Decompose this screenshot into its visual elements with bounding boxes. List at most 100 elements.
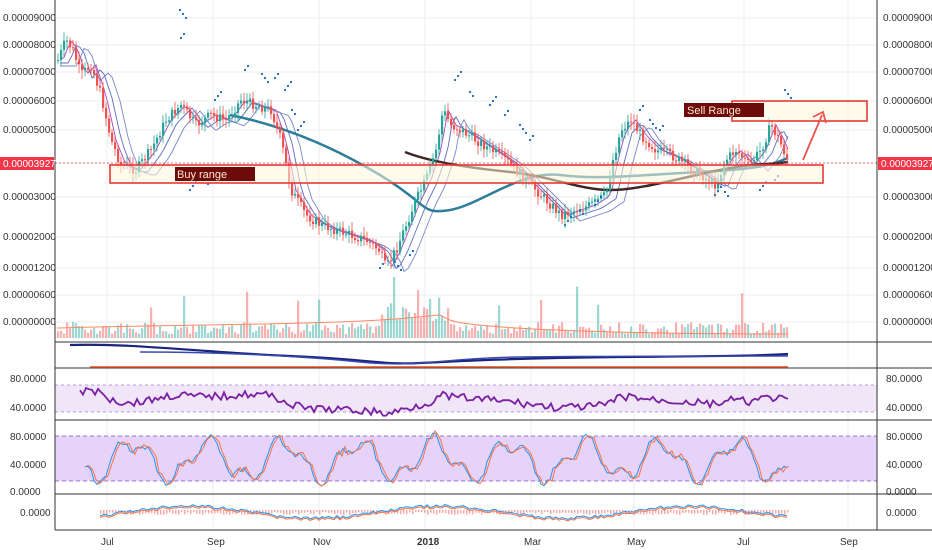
candle-body	[378, 248, 381, 252]
buy-range-label: Buy range	[177, 169, 227, 181]
volume-bar	[534, 328, 537, 338]
sar-dot	[713, 193, 717, 197]
left-macd-label: 0.0000	[20, 508, 51, 519]
sar-dot	[638, 108, 642, 112]
volume-bar	[348, 327, 351, 338]
volume-bar	[765, 331, 768, 338]
candle-body	[153, 143, 156, 150]
candle-body	[759, 150, 762, 152]
sar-dot	[191, 184, 195, 188]
sar-dot	[593, 203, 597, 207]
candle-body	[780, 136, 783, 145]
candle-body	[102, 87, 105, 108]
volume-bar	[780, 323, 783, 338]
volume-bar	[597, 304, 600, 338]
sar-dot	[290, 108, 294, 112]
sar-dot	[283, 88, 287, 92]
macd-histogram-bar	[463, 510, 465, 514]
macd-histogram-bar	[211, 510, 213, 514]
volume-bar	[468, 330, 471, 338]
macd-histogram-bar	[304, 510, 306, 513]
volume-bar	[564, 329, 567, 338]
candle-body	[561, 210, 564, 220]
macd-histogram-bar	[340, 510, 342, 515]
macd-histogram-bar	[646, 510, 648, 514]
candle-body	[396, 250, 399, 253]
macd-histogram-bar	[391, 510, 393, 514]
candle-body	[501, 151, 504, 153]
macd-histogram-bar	[100, 510, 102, 514]
macd-histogram-bar	[763, 510, 765, 514]
candle-body	[471, 132, 474, 136]
macd-histogram-bar	[301, 510, 303, 513]
volume-bar	[462, 330, 465, 338]
sar-dot	[273, 76, 277, 80]
sar-dot	[381, 262, 385, 266]
volume-bar	[423, 307, 426, 338]
sar-dot	[524, 131, 528, 135]
candle-body	[216, 115, 219, 122]
volume-bar	[546, 329, 549, 338]
candle-body	[483, 140, 486, 150]
left-price-label: 0.00000600	[3, 290, 56, 301]
candle-body	[435, 149, 438, 159]
macd-histogram-bar	[181, 510, 183, 513]
macd-histogram-bar	[772, 510, 774, 514]
macd-histogram-bar	[427, 510, 429, 515]
candle-body	[504, 152, 507, 157]
left-axis: 0.00009000 0.00008000 0.00007000 0.00006…	[3, 13, 56, 519]
volume-bar	[510, 333, 513, 338]
macd-histogram-bar	[109, 510, 111, 513]
macd-histogram-bar	[589, 510, 591, 515]
candle-body	[84, 67, 87, 71]
sar-dot	[716, 189, 720, 193]
candle-body	[576, 211, 579, 213]
volume-bar	[699, 323, 702, 338]
candle-body	[315, 217, 318, 225]
candle-body	[738, 151, 741, 154]
time-label: Jul	[737, 537, 750, 548]
candle-body	[684, 159, 687, 162]
volume-bar	[261, 326, 264, 338]
candle-body	[237, 103, 240, 113]
macd-histogram-bar	[196, 510, 198, 514]
macd-histogram-bar	[676, 510, 678, 515]
candle-body	[423, 179, 426, 191]
candle-body	[186, 106, 189, 110]
macd-histogram-bar	[286, 510, 288, 515]
candle-body	[201, 123, 204, 126]
macd-histogram-bar	[595, 510, 597, 515]
candle-body	[297, 193, 300, 198]
candle-body	[363, 235, 366, 238]
macd-histogram-bar	[151, 510, 153, 514]
candle-body	[456, 129, 459, 131]
sar-dot	[783, 88, 787, 92]
candle-body	[357, 239, 360, 242]
candle-body	[141, 159, 144, 162]
sar-dot	[518, 123, 522, 127]
volume-bar	[438, 297, 441, 338]
volume-bar	[204, 325, 207, 338]
indicator-volume-ma-lines	[69, 343, 789, 368]
candle-body	[156, 137, 159, 144]
candle-body	[666, 148, 669, 150]
volume-bar	[522, 330, 525, 338]
macd-histogram-bar	[487, 510, 489, 513]
volume-bar	[513, 327, 516, 338]
candle-body	[312, 221, 315, 225]
volume-bar	[618, 322, 621, 338]
left-stoch-label: 80.0000	[10, 432, 47, 443]
macd-histogram-bar	[526, 510, 528, 513]
macd-histogram-bar	[784, 510, 786, 515]
macd-histogram-bar	[568, 510, 570, 513]
sar-dot	[471, 94, 475, 98]
volume-bar	[174, 325, 177, 338]
volume-bar	[720, 324, 723, 338]
macd-histogram-bar	[175, 510, 177, 515]
volume-bar	[240, 324, 243, 338]
volume-bar	[435, 318, 438, 338]
candle-body	[57, 59, 60, 61]
volume-bar	[159, 326, 162, 338]
macd-histogram-bar	[541, 510, 543, 515]
macd-histogram-bar	[673, 510, 675, 514]
